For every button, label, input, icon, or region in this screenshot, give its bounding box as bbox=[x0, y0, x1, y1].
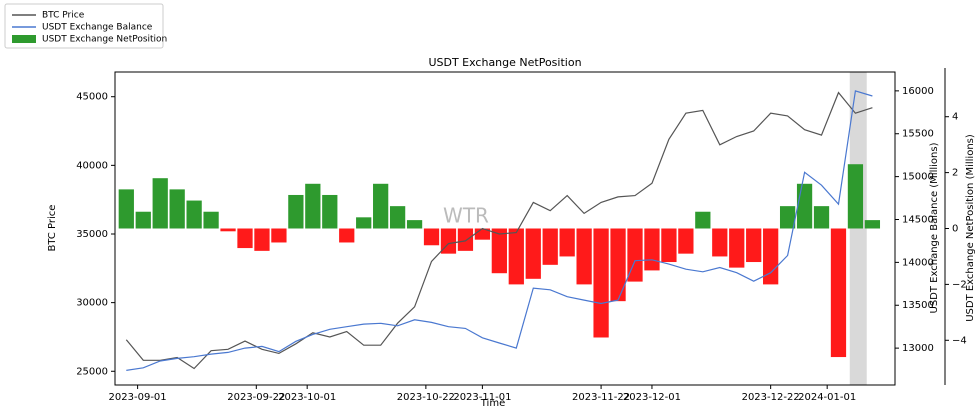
net-position-bar bbox=[186, 200, 202, 229]
legend-label: USDT Exchange Balance bbox=[42, 23, 153, 33]
net-position-bar bbox=[864, 220, 881, 229]
net-position-bar bbox=[525, 228, 541, 279]
net-position-bar bbox=[542, 228, 558, 265]
watermark: WTR bbox=[443, 204, 489, 228]
net-position-bar bbox=[356, 217, 372, 229]
net-position-bar bbox=[678, 228, 694, 254]
x-tick-label: 2024-01-01 bbox=[798, 392, 856, 403]
net-position-bar bbox=[813, 206, 830, 229]
y2-tick-label: 16000 bbox=[902, 86, 934, 97]
net-position-bar bbox=[288, 194, 304, 229]
net-position-bar bbox=[644, 228, 660, 271]
y-tick-label: 30000 bbox=[76, 298, 108, 309]
y3-tick-label: −4 bbox=[952, 335, 967, 346]
net-position-bar bbox=[779, 206, 796, 229]
y2-axis-label: USDT Exchange Balance (Millions) bbox=[929, 142, 940, 313]
chart-title: USDT Exchange NetPosition bbox=[428, 56, 581, 69]
series-line bbox=[125, 91, 873, 370]
net-position-bar bbox=[847, 164, 864, 229]
y-tick-label: 45000 bbox=[76, 92, 108, 103]
net-position-bar bbox=[118, 189, 134, 229]
legend-box bbox=[4, 3, 164, 49]
net-position-bar bbox=[254, 228, 270, 251]
net-position-bar bbox=[610, 228, 626, 302]
y3-axis-label: USDT Exchange NetPosition (Millions) bbox=[965, 134, 976, 322]
y2-tick-label: 15500 bbox=[902, 129, 934, 140]
net-position-bar bbox=[474, 228, 491, 240]
y3-tick-label: 2 bbox=[952, 168, 958, 179]
net-position-bar bbox=[406, 220, 423, 229]
y3-tick-label: 4 bbox=[952, 112, 958, 123]
net-position-bar bbox=[152, 178, 168, 229]
legend-label: USDT Exchange NetPosition bbox=[42, 35, 167, 45]
net-position-bar bbox=[508, 228, 524, 285]
y-tick-label: 40000 bbox=[76, 160, 108, 171]
legend-swatch bbox=[12, 35, 36, 43]
net-position-bar bbox=[576, 228, 592, 285]
net-position-bar bbox=[796, 183, 813, 229]
x-tick-label: 2023-11-01 bbox=[453, 392, 511, 403]
net-position-bar bbox=[712, 228, 728, 257]
net-position-bar bbox=[169, 189, 185, 229]
y-tick-label: 35000 bbox=[76, 229, 108, 240]
x-tick-label: 2023-12-22 bbox=[742, 392, 800, 403]
net-position-bar bbox=[322, 194, 338, 229]
net-position-bar bbox=[763, 228, 779, 285]
net-position-bar bbox=[305, 183, 321, 229]
legend-label: BTC Price bbox=[42, 11, 85, 21]
x-axis-label: Time bbox=[480, 398, 505, 409]
net-position-bar bbox=[220, 228, 236, 232]
plot-under bbox=[118, 72, 881, 385]
x-tick-label: 2023-09-22 bbox=[227, 392, 285, 403]
y2-tick-label: 14000 bbox=[902, 257, 934, 268]
net-position-bar bbox=[271, 228, 287, 243]
y2-tick-label: 14500 bbox=[902, 214, 934, 225]
net-position-bar bbox=[491, 228, 507, 274]
net-position-bar bbox=[457, 228, 474, 251]
net-position-bar bbox=[389, 206, 406, 229]
y2-tick-label: 13000 bbox=[902, 343, 934, 354]
x-tick-label: 2023-10-22 bbox=[397, 392, 455, 403]
net-position-bar bbox=[746, 228, 762, 263]
net-position-bar bbox=[339, 228, 355, 243]
y2-tick-label: 13500 bbox=[902, 300, 934, 311]
y2-tick-label: 15000 bbox=[902, 172, 934, 183]
net-position-bar bbox=[729, 228, 745, 268]
net-position-bar bbox=[203, 211, 219, 229]
x-tick-label: 2023-10-01 bbox=[278, 392, 336, 403]
net-position-bar bbox=[830, 228, 847, 358]
y3-tick-label: 0 bbox=[952, 224, 958, 235]
net-position-bar bbox=[237, 228, 253, 249]
series-line bbox=[126, 90, 873, 371]
net-position-bar bbox=[661, 228, 677, 263]
net-position-bar bbox=[423, 228, 440, 246]
net-position-bar bbox=[593, 228, 609, 338]
plot-frame bbox=[114, 71, 896, 386]
x-tick-label: 2023-12-01 bbox=[623, 392, 681, 403]
net-position-bar bbox=[373, 183, 389, 229]
x-tick-label: 2023-09-01 bbox=[109, 392, 167, 403]
y-axis-label: BTC Price bbox=[47, 205, 58, 252]
y3-tick-label: −2 bbox=[952, 279, 967, 290]
net-position-bar bbox=[559, 228, 575, 257]
y-tick-label: 25000 bbox=[76, 366, 108, 377]
net-position-bar bbox=[135, 211, 151, 229]
net-position-bar bbox=[695, 211, 711, 229]
x-tick-label: 2023-11-22 bbox=[572, 392, 630, 403]
